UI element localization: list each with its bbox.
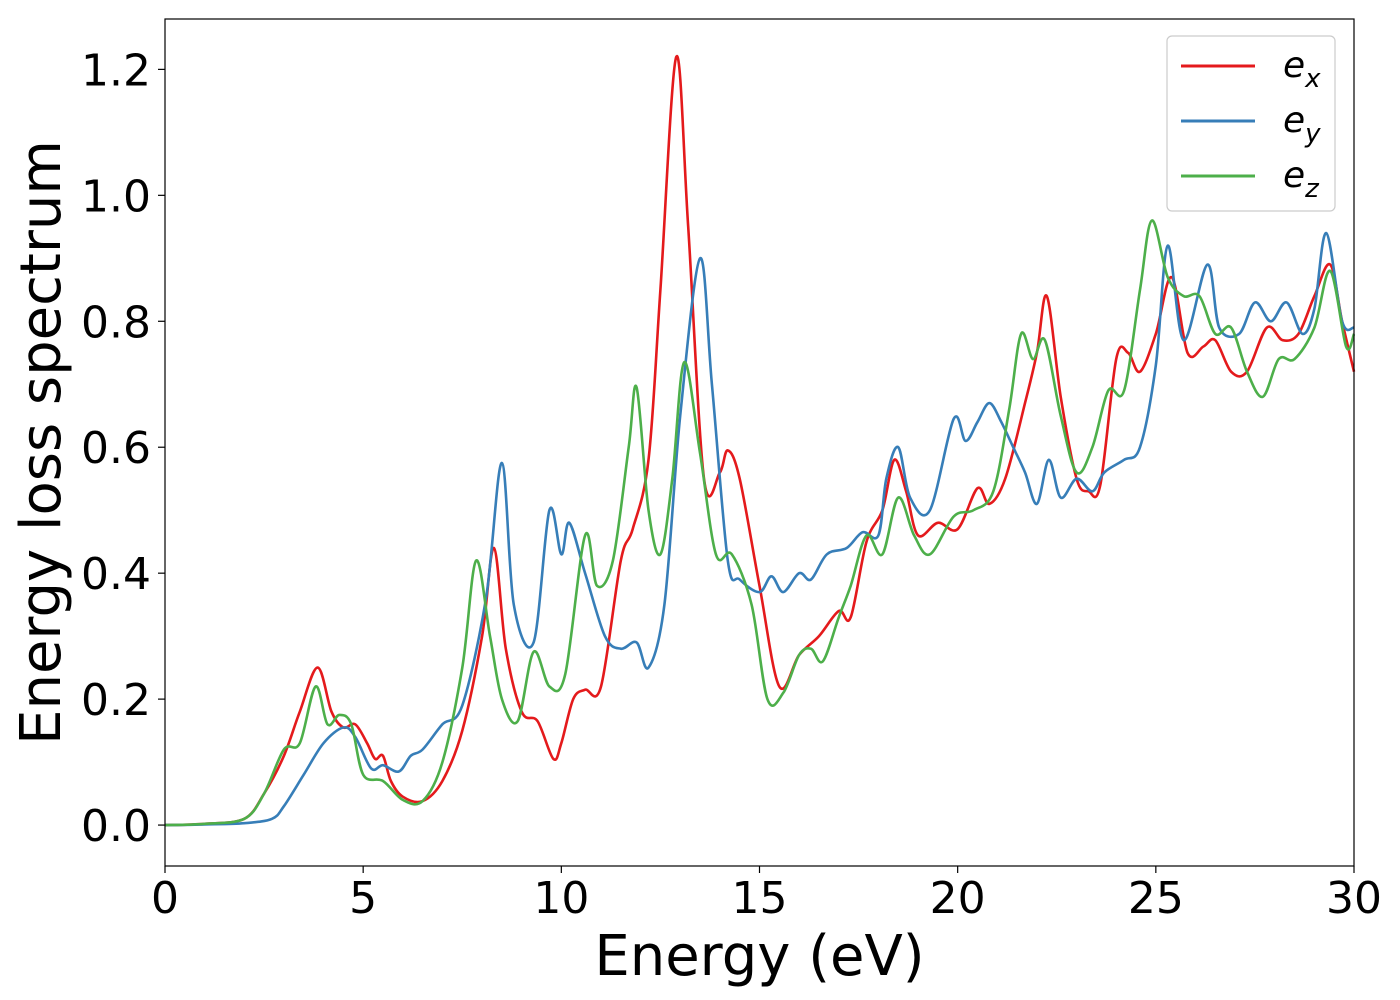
- x-tick-label: 0: [151, 873, 179, 924]
- y-tick-label: 0.6: [81, 423, 151, 474]
- series-line-ex: [164, 55, 1356, 827]
- y-tick-label: 0.4: [81, 549, 151, 600]
- y-tick-label: 1.0: [81, 171, 151, 222]
- series-line-ey: [164, 231, 1355, 827]
- x-tick-label: 10: [533, 873, 589, 924]
- x-tick-label: 15: [732, 873, 788, 924]
- series-layer: [164, 55, 1356, 827]
- x-tick-label: 25: [1128, 873, 1184, 924]
- x-tick-label: 30: [1326, 873, 1382, 924]
- y-axis-label: Energy loss spectrum: [9, 140, 74, 745]
- axes-layer: 0 5 10 15 20 25 30 0.0 0.2 0.4 0.6 0.8 1.0 1.2: [81, 18, 1382, 924]
- y-tick-label: 1.2: [81, 45, 151, 96]
- series-line-ez: [164, 219, 1356, 827]
- y-tick-label: 0.8: [81, 297, 151, 348]
- x-axis-label: Energy (eV): [594, 924, 924, 989]
- x-tick-label: 20: [930, 873, 986, 924]
- y-tick-label: 0.0: [81, 801, 151, 852]
- y-tick-label: 0.2: [81, 675, 151, 726]
- legend-box: [1166, 35, 1336, 212]
- x-tick-label: 5: [349, 873, 377, 924]
